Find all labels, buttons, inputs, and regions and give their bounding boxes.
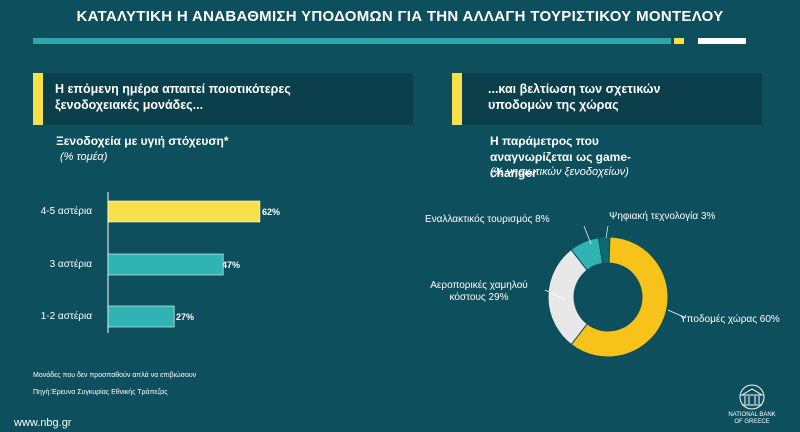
bar-0 xyxy=(107,200,261,223)
right-header-accent xyxy=(452,73,462,125)
donut-label-alternative: Εναλλακτικός τουρισμός 8% xyxy=(425,214,550,225)
bar-category-label-1: 3 αστέρια xyxy=(49,259,92,270)
top-bar-teal xyxy=(33,38,671,44)
right-header-text: ...και βελτίωση των σχετικών υποδομών τη… xyxy=(488,82,661,112)
left-header-text: Η επόμενη ημέρα απαιτεί ποιοτικότερες ξε… xyxy=(55,82,291,112)
bar-chart-title: Ξενοδοχεία με υγιή στόχευση* xyxy=(56,134,229,148)
donut-callout-lines xyxy=(544,225,687,319)
donut-chart-title: Η παράμετρος που αναγνωρίζεται ως game-c… xyxy=(490,134,632,180)
logo-emblem-icon xyxy=(739,384,765,410)
slice-infrastructure xyxy=(570,236,669,358)
slice-digital xyxy=(597,236,611,264)
donut-chart-subtitle: (% νησιωτικών ξενοδοχείων) xyxy=(490,166,629,178)
source-note: Πηγή:Έρευνα Συγκυρίας Εθνικής Τράπεζας xyxy=(33,389,168,396)
bar-value-label-0: 62% xyxy=(262,207,281,217)
slice-airlines xyxy=(547,248,588,346)
website-link[interactable]: www.nbg.gr xyxy=(14,417,72,429)
logo-text: NATIONAL BANK OF GREECE xyxy=(728,412,776,425)
bar-value-label-2: 27% xyxy=(176,312,195,322)
page-title: ΚΑΤΑΛΥΤΙΚΗ Η ΑΝΑΒΑΘΜΙΣΗ ΥΠΟΔΟΜΩΝ ΓΙΑ ΤΗΝ… xyxy=(76,8,724,25)
bar-category-label-2: 1-2 αστέρια xyxy=(40,311,92,322)
donut-label-airlines: Αεροπορικές χαμηλού κόστους 29% xyxy=(430,280,528,303)
bar-2 xyxy=(107,305,175,328)
bar-category-label-0: 4-5 αστέρια xyxy=(40,206,92,217)
donut-label-digital: Ψηφιακή τεχνολογία 3% xyxy=(609,211,716,222)
donut-label-infrastructure: Υποδομές χώρας 60% xyxy=(680,314,780,325)
nbg-logo: NATIONAL BANK OF GREECE xyxy=(724,382,780,428)
bar-chart-subtitle: (% τομέα) xyxy=(60,151,108,163)
bar-1 xyxy=(107,253,224,276)
bar-value-label-1: 47% xyxy=(222,260,241,270)
top-bar-white xyxy=(698,38,746,44)
top-bar-yellow xyxy=(674,38,684,44)
left-header-box: Η επόμενη ημέρα απαιτεί ποιοτικότερες ξε… xyxy=(33,73,413,125)
left-header-accent xyxy=(33,73,43,125)
footnote: Μονάδες που δεν προσπαθούν απλά να επιβι… xyxy=(33,372,197,379)
right-header-box: ...και βελτίωση των σχετικών υποδομών τη… xyxy=(452,73,762,125)
